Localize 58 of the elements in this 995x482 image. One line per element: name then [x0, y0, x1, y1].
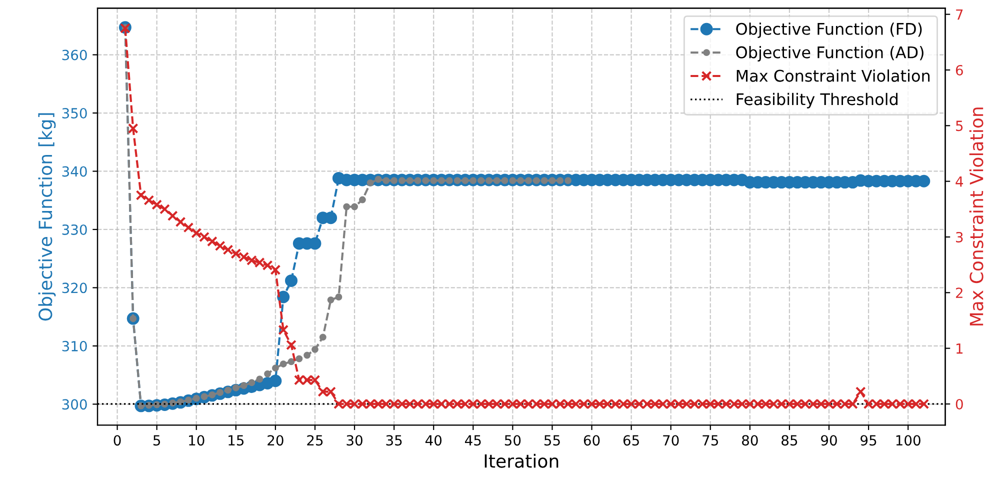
y2-tick-label: 3	[956, 232, 963, 242]
y2-tick-label: 2	[956, 288, 962, 298]
x-tick-label: 45	[464, 435, 481, 446]
x-tick-label: 10	[189, 435, 204, 446]
legend-label: Objective Function (AD)	[736, 46, 924, 62]
legend-label: Feasibility Threshold	[736, 92, 898, 108]
x-axis-title: Iteration	[484, 454, 558, 468]
x-tick-label: 15	[228, 435, 244, 446]
y2-tick-label: 7	[956, 9, 963, 20]
x-tick-label: 50	[504, 435, 521, 446]
x-tick-label: 65	[623, 435, 639, 446]
y2-tick-label: 4	[956, 176, 964, 187]
x-tick-label: 60	[584, 435, 600, 446]
point	[248, 379, 256, 386]
x-tick-label: 80	[742, 435, 758, 446]
point	[280, 360, 287, 368]
point	[264, 370, 272, 378]
point	[343, 203, 350, 210]
x-tick-label: 30	[346, 435, 362, 446]
point	[351, 203, 358, 210]
point	[288, 358, 295, 366]
point	[335, 294, 342, 300]
x-tick-label: 0	[114, 435, 121, 446]
x-tick-label: 95	[860, 435, 876, 446]
y-tick-label: 310	[62, 340, 87, 352]
x-tick-label: 40	[425, 435, 442, 446]
x-tick-label: 75	[702, 435, 718, 446]
point	[256, 376, 264, 383]
y-tick-label: 340	[62, 166, 87, 177]
x-tick-label: 90	[821, 435, 837, 446]
y-axis-title: Objective Function [kg]	[38, 113, 56, 321]
y2-tick-label: 0	[956, 398, 963, 410]
x-tick-label: 70	[663, 435, 679, 446]
y2-axis-title: Max Constraint Violation	[969, 108, 984, 326]
y2-tick-label: 6	[956, 64, 963, 76]
x-tick-label: 55	[544, 435, 560, 446]
legend-label: Max Constraint Violation	[736, 69, 930, 82]
x-tick-label: 25	[307, 435, 323, 446]
legend-label: Objective Function (FD)	[736, 22, 922, 38]
point	[272, 364, 279, 372]
x-tick-label: 20	[268, 435, 284, 446]
point	[312, 346, 318, 353]
y2-tick-label: 5	[956, 120, 963, 132]
y-tick-label: 360	[62, 50, 87, 60]
x-tick-label: 85	[782, 435, 798, 446]
point	[296, 355, 303, 362]
x-tick-label: 100	[896, 435, 920, 446]
y2-tick-label: 1	[956, 343, 963, 354]
y-tick-label: 300	[62, 399, 87, 410]
x-tick-label: 5	[153, 435, 160, 446]
point	[319, 334, 326, 341]
y-tick-label: 350	[62, 108, 87, 118]
point	[304, 352, 311, 359]
y-tick-label: 330	[62, 224, 87, 235]
x-tick-label: 35	[386, 435, 402, 446]
y-tick-label: 320	[62, 282, 87, 294]
point	[358, 196, 366, 204]
point	[327, 296, 334, 304]
